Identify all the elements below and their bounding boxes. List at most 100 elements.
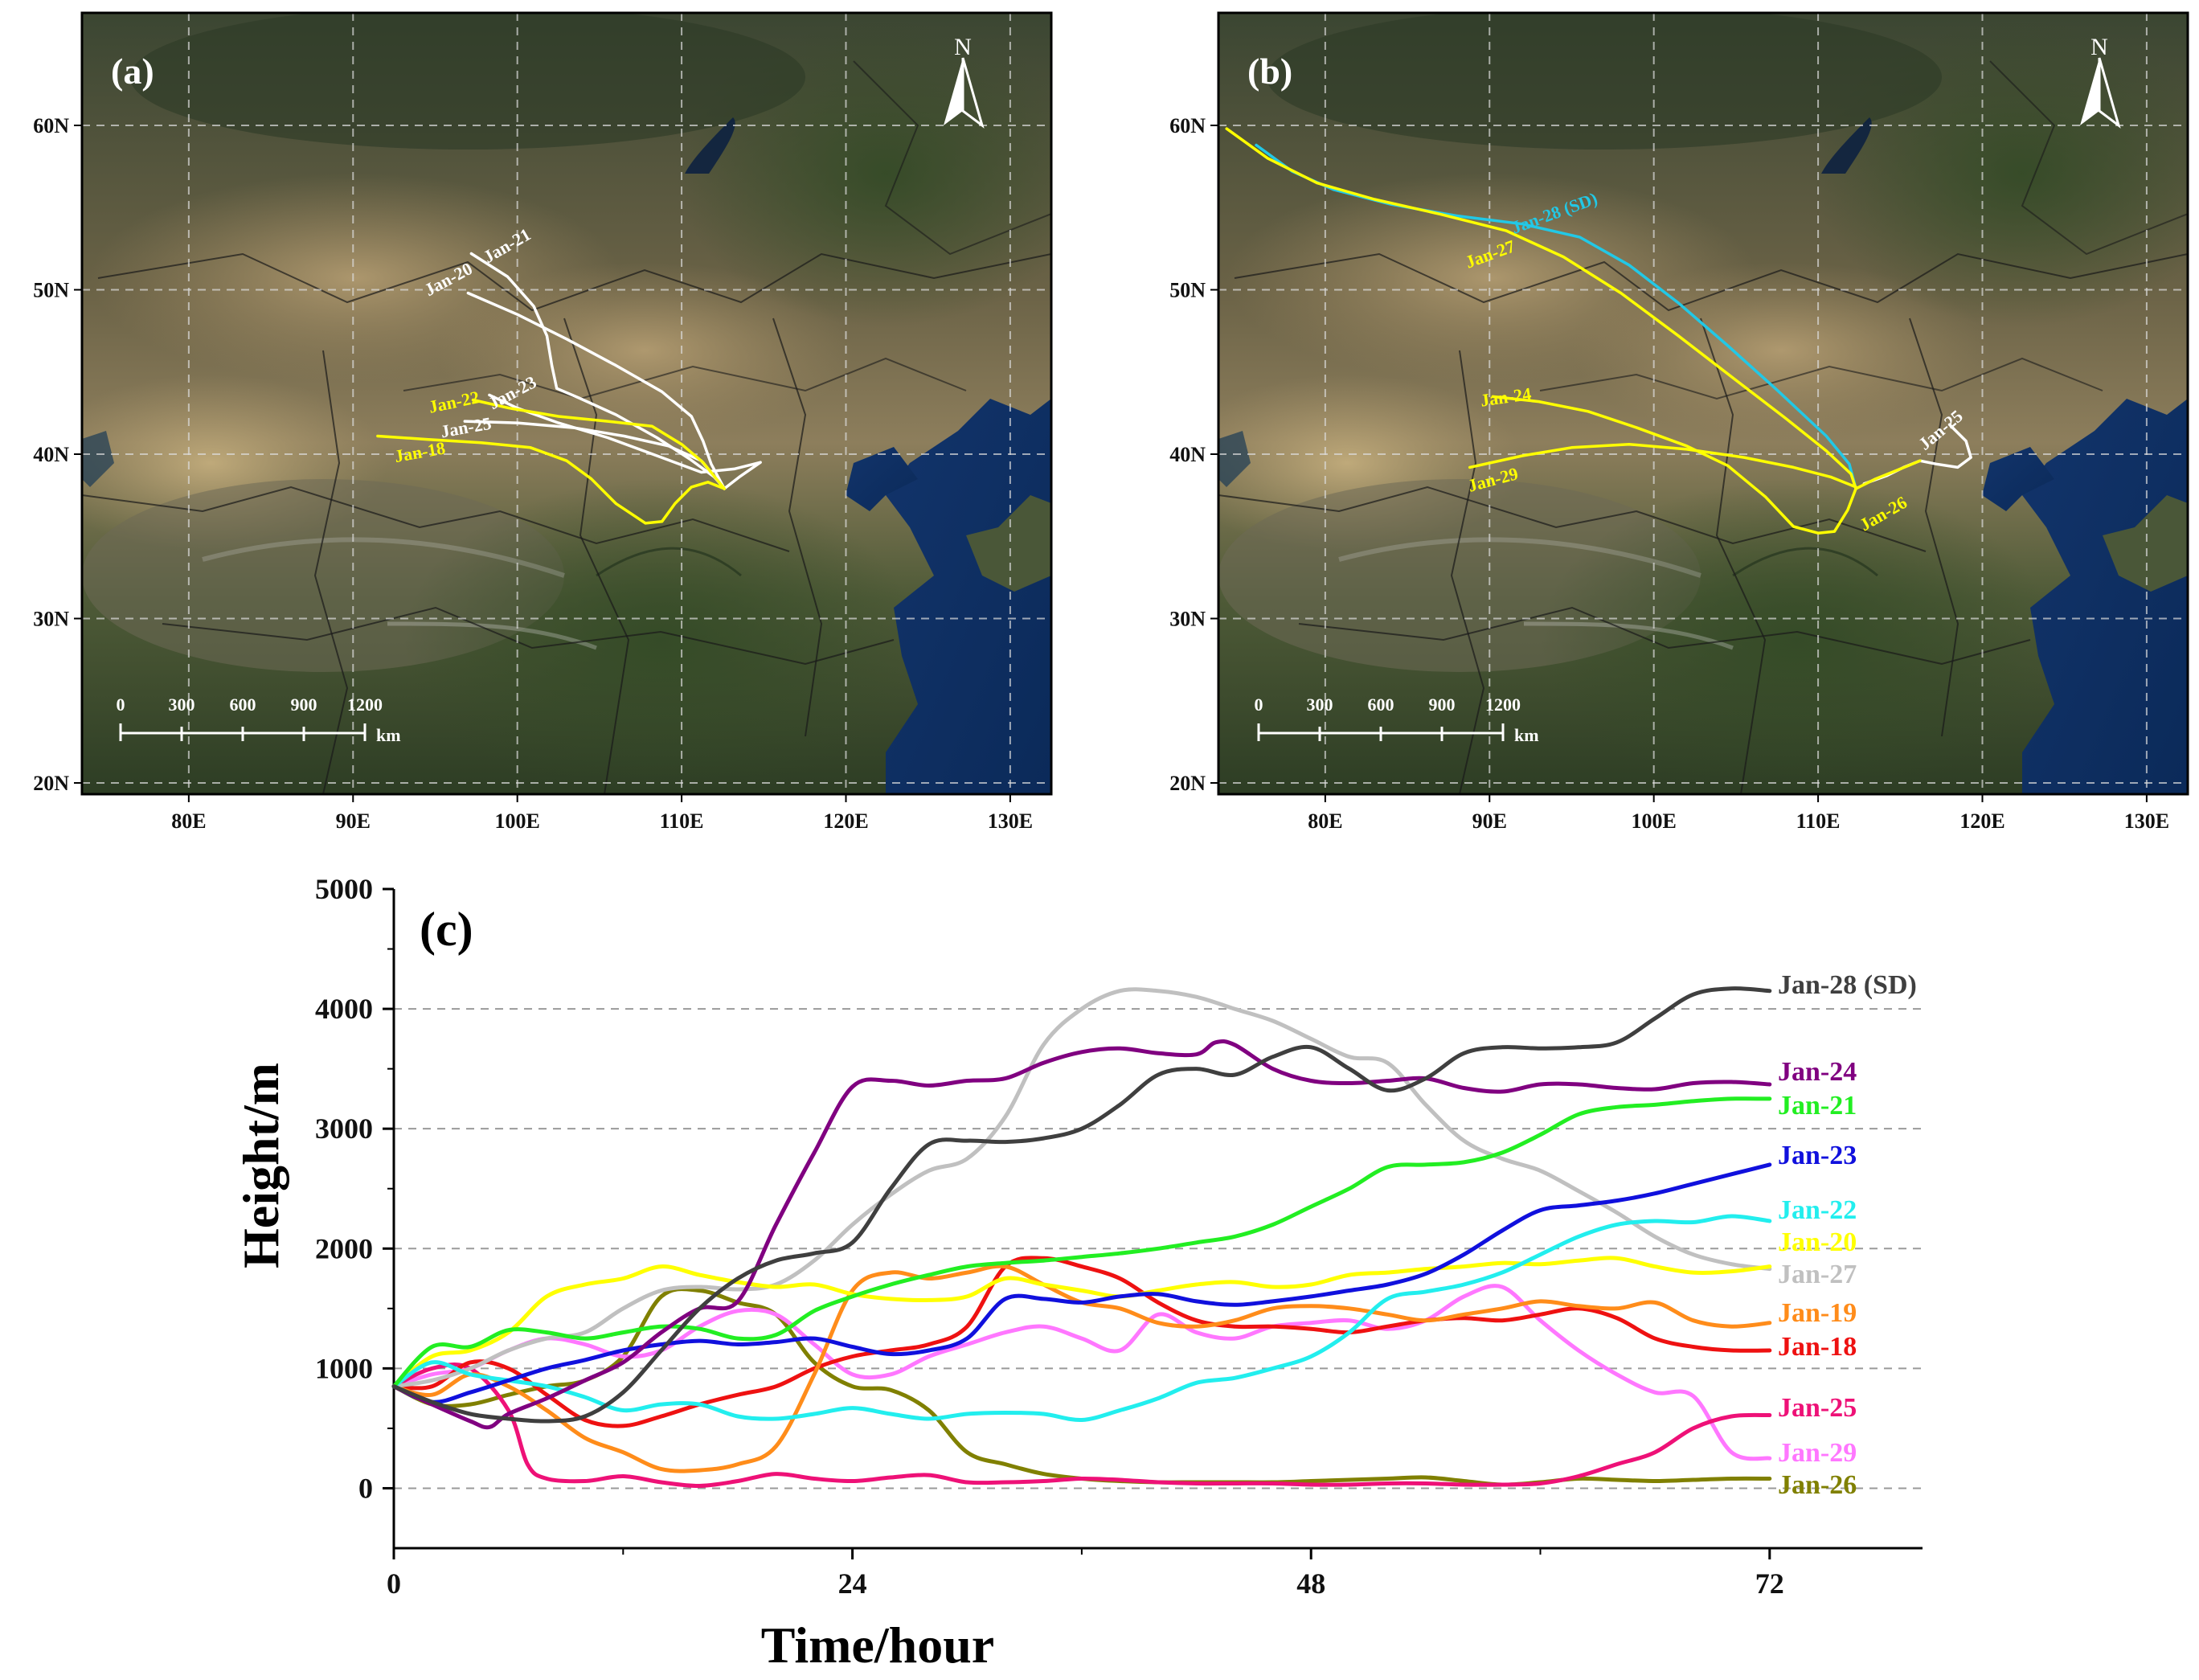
lat-tick-label: 20N — [33, 772, 69, 795]
series-line — [391, 986, 1772, 1424]
panel-b-axis-ticks: 20N 30N 40N 50N 60N 80E 90E 100E 110E 120E 130E — [1169, 114, 2169, 833]
panel-b-map: Jan-28 (SD)Jan-27Jan-24Jan-25Jan-29Jan-2… — [1169, 11, 2189, 833]
series-line — [391, 1096, 1772, 1389]
trajectory-line — [488, 393, 762, 490]
legend-label: Jan-22 — [1778, 1195, 1857, 1225]
legend-label: Jan-18 — [1778, 1332, 1857, 1362]
lon-tick-label: 100E — [495, 809, 540, 833]
trajectory-line — [1491, 395, 1857, 535]
panel-a-gridlines — [82, 13, 1051, 794]
series-line — [391, 1284, 1772, 1461]
series-line — [391, 1256, 1772, 1389]
north-label: N — [2090, 34, 2108, 60]
lon-tick-label: 100E — [1632, 809, 1677, 833]
panel-a-label: (a) — [111, 51, 154, 92]
y-tick-label: 5000 — [315, 873, 373, 905]
y-tick-label: 3000 — [315, 1112, 373, 1145]
trajectory-line — [471, 398, 726, 490]
scale-tick: 900 — [291, 695, 317, 715]
panel-c-chart: 0 1000 2000 3000 4000 5000 0 24 48 72 Jan-28 (SD)… — [232, 873, 1923, 1674]
lat-tick-label: 60N — [1169, 114, 1206, 137]
series-line — [391, 1256, 1772, 1428]
trajectory-line — [376, 434, 726, 525]
series-line — [391, 1039, 1772, 1430]
legend-label: Jan-27 — [1778, 1260, 1857, 1289]
series-line — [391, 1162, 1772, 1404]
legend-label: Jan-26 — [1778, 1470, 1857, 1500]
chart-legend: Jan-28 (SD)Jan-24Jan-21Jan-23Jan-22Jan-2… — [1778, 970, 1917, 1500]
trajectory-line — [1468, 442, 1857, 489]
x-tick-label: 24 — [838, 1567, 867, 1600]
y-tick-label: 4000 — [315, 993, 373, 1025]
legend-label: Jan-24 — [1778, 1057, 1857, 1087]
lon-tick-label: 130E — [2124, 809, 2169, 833]
legend-label: Jan-28 (SD) — [1778, 970, 1917, 1000]
series-line — [391, 1287, 1772, 1487]
scale-tick: 600 — [230, 695, 256, 715]
lat-tick-label: 60N — [33, 114, 69, 137]
lon-tick-label: 80E — [1308, 809, 1342, 833]
lon-tick-label: 90E — [1472, 809, 1507, 833]
x-tick-label: 0 — [387, 1567, 401, 1600]
lon-tick-label: 110E — [1796, 809, 1841, 833]
x-tick-label: 48 — [1296, 1567, 1325, 1600]
trajectory-line — [1854, 459, 1922, 490]
legend-label: Jan-25 — [1778, 1393, 1857, 1423]
scale-bar: 0 300 600 900 1200 km — [117, 695, 401, 745]
scale-tick: 600 — [1368, 695, 1394, 715]
legend-label: Jan-21 — [1778, 1091, 1857, 1121]
trajectory-line — [466, 291, 726, 490]
trajectory-line — [1225, 127, 1857, 490]
y-tick-label: 2000 — [315, 1232, 373, 1264]
lat-tick-label: 30N — [33, 608, 69, 631]
scale-tick: 300 — [1307, 695, 1333, 715]
scale-tick: 1200 — [1485, 695, 1521, 715]
panel-b-label: (b) — [1247, 51, 1292, 92]
lat-tick-label: 30N — [1169, 608, 1206, 631]
y-axis-title: Height/m — [232, 1063, 289, 1268]
panel-b-gridlines — [1218, 13, 2188, 794]
lat-tick-label: 50N — [33, 279, 69, 302]
chart-series — [391, 986, 1772, 1489]
chart-axes: 0 1000 2000 3000 4000 5000 0 24 48 72 — [315, 873, 1923, 1600]
legend-label: Jan-19 — [1778, 1298, 1857, 1328]
y-tick-label: 0 — [358, 1472, 373, 1504]
series-line — [391, 1214, 1772, 1423]
x-tick-label: 72 — [1755, 1567, 1784, 1600]
scale-unit: km — [376, 725, 401, 745]
lon-tick-label: 120E — [1959, 809, 2004, 833]
lon-tick-label: 120E — [823, 809, 868, 833]
scale-bar: 0 300 600 900 1200 km — [1255, 695, 1539, 745]
lon-tick-label: 80E — [171, 809, 206, 833]
trajectory-line — [1255, 143, 1857, 490]
lat-tick-label: 40N — [33, 443, 69, 466]
scale-tick: 300 — [169, 695, 195, 715]
series-line — [391, 1264, 1772, 1473]
scale-tick: 0 — [117, 695, 125, 715]
legend-label: Jan-29 — [1778, 1438, 1857, 1468]
series-line — [391, 987, 1772, 1389]
legend-label: Jan-23 — [1778, 1141, 1857, 1170]
north-label: N — [954, 34, 972, 60]
trajectory-line — [469, 252, 726, 490]
lon-tick-label: 90E — [336, 809, 371, 833]
lon-tick-label: 110E — [660, 809, 704, 833]
lat-tick-label: 20N — [1169, 772, 1206, 795]
y-tick-label: 1000 — [315, 1352, 373, 1384]
north-arrow-icon: N — [944, 34, 985, 129]
legend-label: Jan-20 — [1778, 1227, 1857, 1257]
scale-tick: 900 — [1429, 695, 1456, 715]
lat-tick-label: 40N — [1169, 443, 1206, 466]
series-line — [391, 1362, 1772, 1489]
panel-c-label: (c) — [420, 903, 473, 956]
north-arrow-icon: N — [2080, 34, 2121, 129]
scale-unit: km — [1514, 725, 1539, 745]
scale-tick: 1200 — [347, 695, 383, 715]
panel-a-axis-ticks: 20N 30N 40N 50N 60N 80E 90E 100E 110E 120E 130E — [33, 114, 1033, 833]
x-axis-title: Time/hour — [761, 1616, 994, 1674]
lon-tick-label: 130E — [988, 809, 1033, 833]
lat-tick-label: 50N — [1169, 279, 1206, 302]
scale-tick: 0 — [1255, 695, 1263, 715]
